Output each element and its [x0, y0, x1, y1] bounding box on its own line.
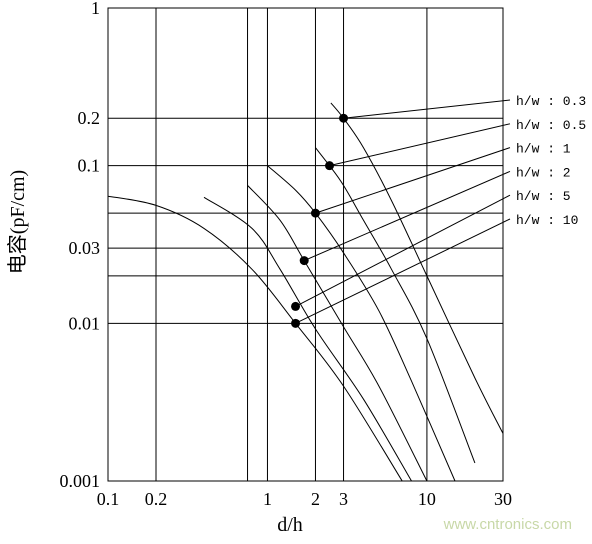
leader-line	[295, 194, 511, 307]
series-label: h/w : 5	[516, 189, 571, 204]
series-label: h/w : 2	[516, 165, 571, 180]
x-tick-label: 30	[494, 489, 512, 509]
x-tick-label: 10	[418, 489, 436, 509]
leader-lines	[295, 99, 511, 324]
y-tick-label: 0.03	[69, 238, 101, 258]
leader-line	[329, 123, 511, 167]
grid-lines	[107, 7, 504, 482]
curve-series	[330, 102, 504, 434]
y-axis-label: 电容(pF/cm)	[6, 170, 29, 274]
leader-line	[295, 218, 511, 324]
leader-line	[343, 99, 511, 119]
curve-marker	[299, 256, 309, 266]
curve-marker	[291, 318, 301, 328]
y-tick-label: 0.001	[60, 471, 101, 491]
x-tick-label: 3	[339, 489, 348, 509]
y-tick-label: 1	[91, 0, 100, 18]
watermark: www.cntronics.com	[443, 516, 572, 533]
tick-labels: 0.1 0.2 1 2 3 10 30 1 0.2 0.1 0.03 0.01 0.001	[60, 0, 513, 509]
plot-frame	[107, 7, 504, 482]
curve-marker	[325, 161, 335, 171]
curve-marker	[310, 208, 320, 218]
curve-series	[247, 185, 428, 482]
y-tick-label: 0.2	[78, 108, 101, 128]
x-tick-label: 2	[311, 489, 320, 509]
leader-line	[315, 147, 511, 214]
x-tick-label: 0.1	[97, 489, 120, 509]
y-tick-label: 0.1	[78, 156, 101, 176]
curve-marker	[339, 113, 349, 123]
x-axis-label: d/h	[277, 514, 303, 536]
series-label: h/w : 0.5	[516, 118, 586, 133]
curve-marker	[291, 301, 301, 311]
curve-series	[315, 147, 476, 464]
curve-layer	[107, 102, 504, 482]
y-tick-label: 0.01	[69, 313, 101, 333]
curve-series	[107, 195, 403, 482]
series-label: h/w : 0.3	[516, 94, 586, 109]
series-label: h/w : 10	[516, 213, 578, 228]
x-tick-label: 1	[263, 489, 272, 509]
x-tick-label: 0.2	[145, 489, 168, 509]
curve-series	[267, 165, 456, 482]
leader-line	[304, 170, 511, 262]
curve-series	[203, 196, 412, 482]
series-label: h/w : 1	[516, 142, 571, 157]
marker-layer	[291, 113, 349, 328]
annotation-labels: h/w : 0.3 h/w : 0.5 h/w : 1 h/w : 2 h/w : 5 h…	[516, 94, 586, 228]
